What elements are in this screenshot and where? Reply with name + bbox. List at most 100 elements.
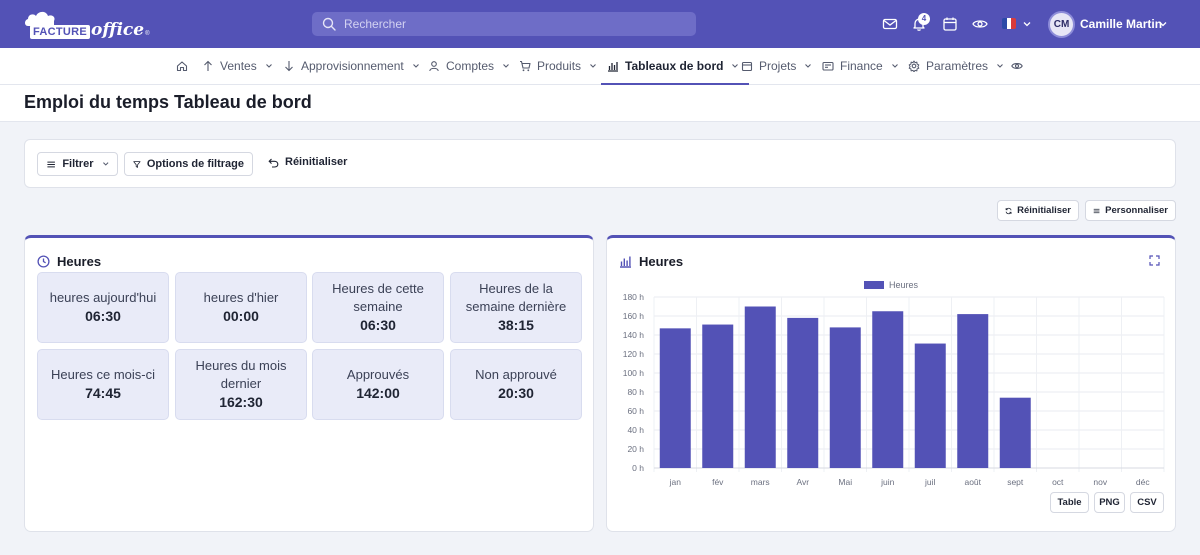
nav-parametres[interactable]: Paramètres xyxy=(908,48,1004,84)
chevron-down-icon xyxy=(590,64,596,68)
list-icon xyxy=(1093,208,1100,213)
stat-label: heures aujourd'hui xyxy=(49,290,157,305)
bar-août[interactable] xyxy=(957,314,989,468)
export-table-button[interactable]: Table xyxy=(1050,492,1089,513)
nav-ventes-label: Ventes xyxy=(220,59,257,73)
stat-tile-this-week[interactable]: Heures de cette semaine 06:30 xyxy=(312,272,444,343)
dashboard-reset-button[interactable]: Réinitialiser xyxy=(997,200,1079,221)
undo-icon xyxy=(268,158,279,168)
bar-jan[interactable] xyxy=(659,328,691,468)
export-png-button[interactable]: PNG xyxy=(1094,492,1125,513)
stat-tile-today[interactable]: heures aujourd'hui 06:30 xyxy=(37,272,169,343)
eye-icon[interactable] xyxy=(972,16,988,32)
search-bar[interactable] xyxy=(312,12,696,36)
dashboard-reset-label: Réinitialiser xyxy=(1017,205,1071,216)
refresh-icon xyxy=(1005,207,1012,214)
chart-legend[interactable]: Heures xyxy=(864,280,919,290)
y-tick-label: 140 h xyxy=(623,330,645,340)
nav-finance[interactable]: Finance xyxy=(822,48,899,84)
bar-juin[interactable] xyxy=(872,311,904,468)
user-menu-chevron-icon[interactable] xyxy=(1158,19,1168,29)
y-tick-label: 120 h xyxy=(623,349,645,359)
sliders-icon xyxy=(47,161,55,167)
nav-produits[interactable]: Produits xyxy=(519,48,597,84)
chevron-down-icon xyxy=(805,64,812,68)
eye-icon xyxy=(1011,63,1023,69)
bar-Mai[interactable] xyxy=(829,327,861,468)
nav-home[interactable] xyxy=(176,48,194,84)
stat-label: Heures de la semaine dernière xyxy=(465,281,567,314)
stat-tile-yesterday[interactable]: heures d'hier 00:00 xyxy=(175,272,307,343)
export-csv-button[interactable]: CSV xyxy=(1130,492,1164,513)
stat-value: 162:30 xyxy=(219,394,263,410)
stat-label: Heures du mois dernier xyxy=(195,358,287,391)
search-input[interactable] xyxy=(344,17,664,31)
page-header: Emploi du temps Tableau de bord xyxy=(0,85,1200,122)
cart-icon xyxy=(520,60,531,72)
stat-label: Approuvés xyxy=(346,367,410,382)
stat-tile-not-approved[interactable]: Non approuvé 20:30 xyxy=(450,349,582,420)
logo-word-office: office xyxy=(91,20,145,40)
nav-ventes[interactable]: Ventes xyxy=(202,48,273,84)
legend-label: Heures xyxy=(889,280,919,290)
x-tick-label: juin xyxy=(880,477,895,487)
fullscreen-icon[interactable] xyxy=(1149,255,1160,266)
customize-label: Personnaliser xyxy=(1105,205,1168,216)
bar-fév[interactable] xyxy=(702,324,734,468)
bar-sept[interactable] xyxy=(999,397,1031,468)
legend-swatch xyxy=(864,281,884,289)
stat-tile-approved[interactable]: Approuvés 142:00 xyxy=(312,349,444,420)
clock-icon xyxy=(37,255,50,268)
nav-parametres-label: Paramètres xyxy=(926,59,989,73)
hours-summary-card: Heures heures aujourd'hui 06:30 heures d… xyxy=(24,235,594,532)
customize-button[interactable]: Personnaliser xyxy=(1085,200,1176,221)
bar-juil[interactable] xyxy=(914,343,946,468)
chevron-down-icon xyxy=(732,64,739,68)
chart-bars xyxy=(659,306,1031,469)
home-icon xyxy=(176,61,188,72)
stat-value: 00:00 xyxy=(223,308,259,324)
nav-visibility[interactable] xyxy=(1011,48,1029,84)
bar-Avr[interactable] xyxy=(787,317,819,468)
stat-tile-last-month[interactable]: Heures du mois dernier 162:30 xyxy=(175,349,307,420)
filter-options-button[interactable]: Options de filtrage xyxy=(124,152,253,176)
chart-card-title-text: Heures xyxy=(639,254,684,269)
filter-reset-button[interactable]: Réinitialiser xyxy=(268,156,347,168)
nav-comptes[interactable]: Comptes xyxy=(428,48,510,84)
nav-tableaux-de-bord[interactable]: Tableaux de bord xyxy=(600,48,750,85)
filter-bar: Filtrer Options de filtrage Réinitialise… xyxy=(24,139,1176,188)
gear-icon xyxy=(908,60,920,72)
nav-approvisionnement[interactable]: Approvisionnement xyxy=(283,48,420,84)
chevron-down-icon xyxy=(997,64,1003,68)
cloud-logo-icon xyxy=(25,11,55,26)
x-tick-label: sept xyxy=(1007,477,1024,487)
stat-tile-this-month[interactable]: Heures ce mois-ci 74:45 xyxy=(37,349,169,420)
y-tick-label: 160 h xyxy=(623,311,645,321)
arrow-up-icon xyxy=(204,60,212,71)
filter-button-label: Filtrer xyxy=(62,158,94,170)
page-title: Emploi du temps Tableau de bord xyxy=(24,92,312,112)
stat-tile-last-week[interactable]: Heures de la semaine dernière 38:15 xyxy=(450,272,582,343)
filter-button[interactable]: Filtrer xyxy=(37,152,118,176)
french-flag-icon[interactable] xyxy=(1002,18,1016,29)
chart-grid xyxy=(653,296,1165,472)
bar-chart-icon xyxy=(608,62,618,72)
logo-registered: ® xyxy=(145,31,150,37)
user-avatar[interactable]: CM xyxy=(1048,11,1075,38)
bar-mars[interactable] xyxy=(744,306,776,469)
user-name[interactable]: Camille Martin xyxy=(1080,17,1163,31)
nav-projets[interactable]: Projets xyxy=(741,48,812,84)
y-tick-label: 60 h xyxy=(627,406,644,416)
calendar-icon[interactable] xyxy=(942,16,958,32)
stat-label: heures d'hier xyxy=(203,290,279,305)
mail-icon[interactable] xyxy=(882,16,898,32)
x-tick-label: Mai xyxy=(838,477,852,487)
filter-reset-label: Réinitialiser xyxy=(285,156,348,168)
y-tick-label: 80 h xyxy=(627,387,644,397)
filter-options-label: Options de filtrage xyxy=(146,158,244,170)
x-tick-label: nov xyxy=(1093,477,1107,487)
nav-projets-label: Projets xyxy=(759,59,797,73)
nav-produits-label: Produits xyxy=(537,59,582,73)
chevron-down-icon[interactable] xyxy=(1022,19,1032,29)
calendar-icon xyxy=(741,61,753,72)
